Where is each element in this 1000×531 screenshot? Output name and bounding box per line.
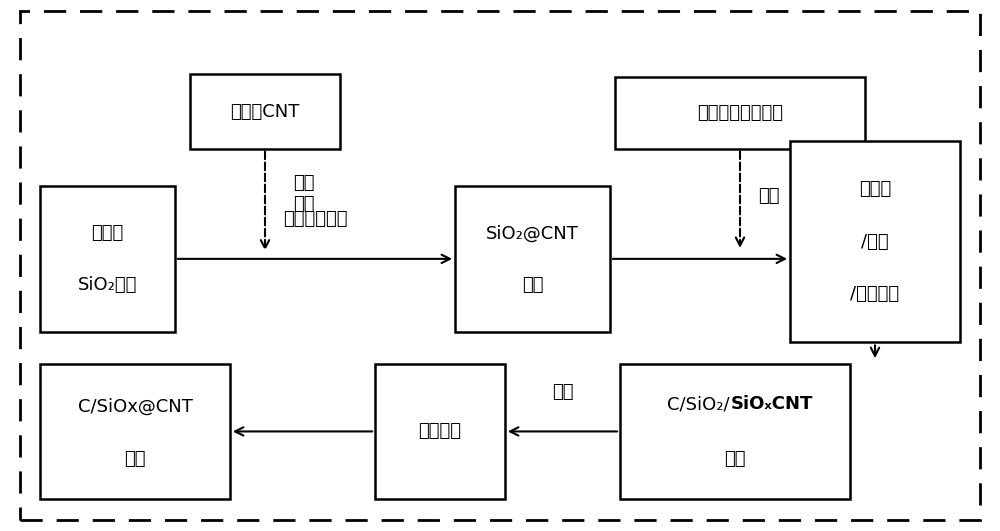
Text: /高温还原: /高温还原 (850, 285, 900, 303)
Text: 滴入: 滴入 (758, 187, 780, 205)
Text: 粉体: 粉体 (124, 450, 146, 467)
Text: /碳化: /碳化 (861, 233, 889, 251)
Text: SiO₂@CNT: SiO₂@CNT (486, 225, 579, 243)
Bar (40, 186, 175, 332)
Text: 粉体: 粉体 (724, 450, 746, 467)
Bar (790, 141, 960, 342)
Text: 过滤洗涂干燥: 过滤洗涂干燥 (283, 210, 347, 228)
Text: SiO₂胶体: SiO₂胶体 (78, 276, 137, 294)
Text: 木质素磺酸钠溶液: 木质素磺酸钠溶液 (697, 104, 783, 122)
Bar (40, 364, 230, 499)
Text: SiOₓCNT: SiOₓCNT (731, 396, 813, 413)
Text: 羧基化CNT: 羧基化CNT (230, 102, 300, 121)
Bar (620, 364, 850, 499)
Bar (375, 364, 505, 499)
Bar (615, 77, 865, 149)
Text: C/SiOx@CNT: C/SiOx@CNT (78, 398, 192, 416)
Text: 氨基化: 氨基化 (91, 224, 124, 242)
Text: 粉体: 粉体 (522, 276, 543, 294)
Text: 洗涂干燥: 洗涂干燥 (418, 423, 462, 440)
Bar (455, 186, 610, 332)
Text: C/SiO₂/: C/SiO₂/ (667, 396, 730, 413)
Bar (190, 74, 340, 149)
Text: 加入
搞拌: 加入 搞拌 (293, 174, 315, 212)
Text: 预氧化: 预氧化 (859, 180, 891, 198)
Text: 刻蚀: 刻蚀 (552, 383, 573, 400)
